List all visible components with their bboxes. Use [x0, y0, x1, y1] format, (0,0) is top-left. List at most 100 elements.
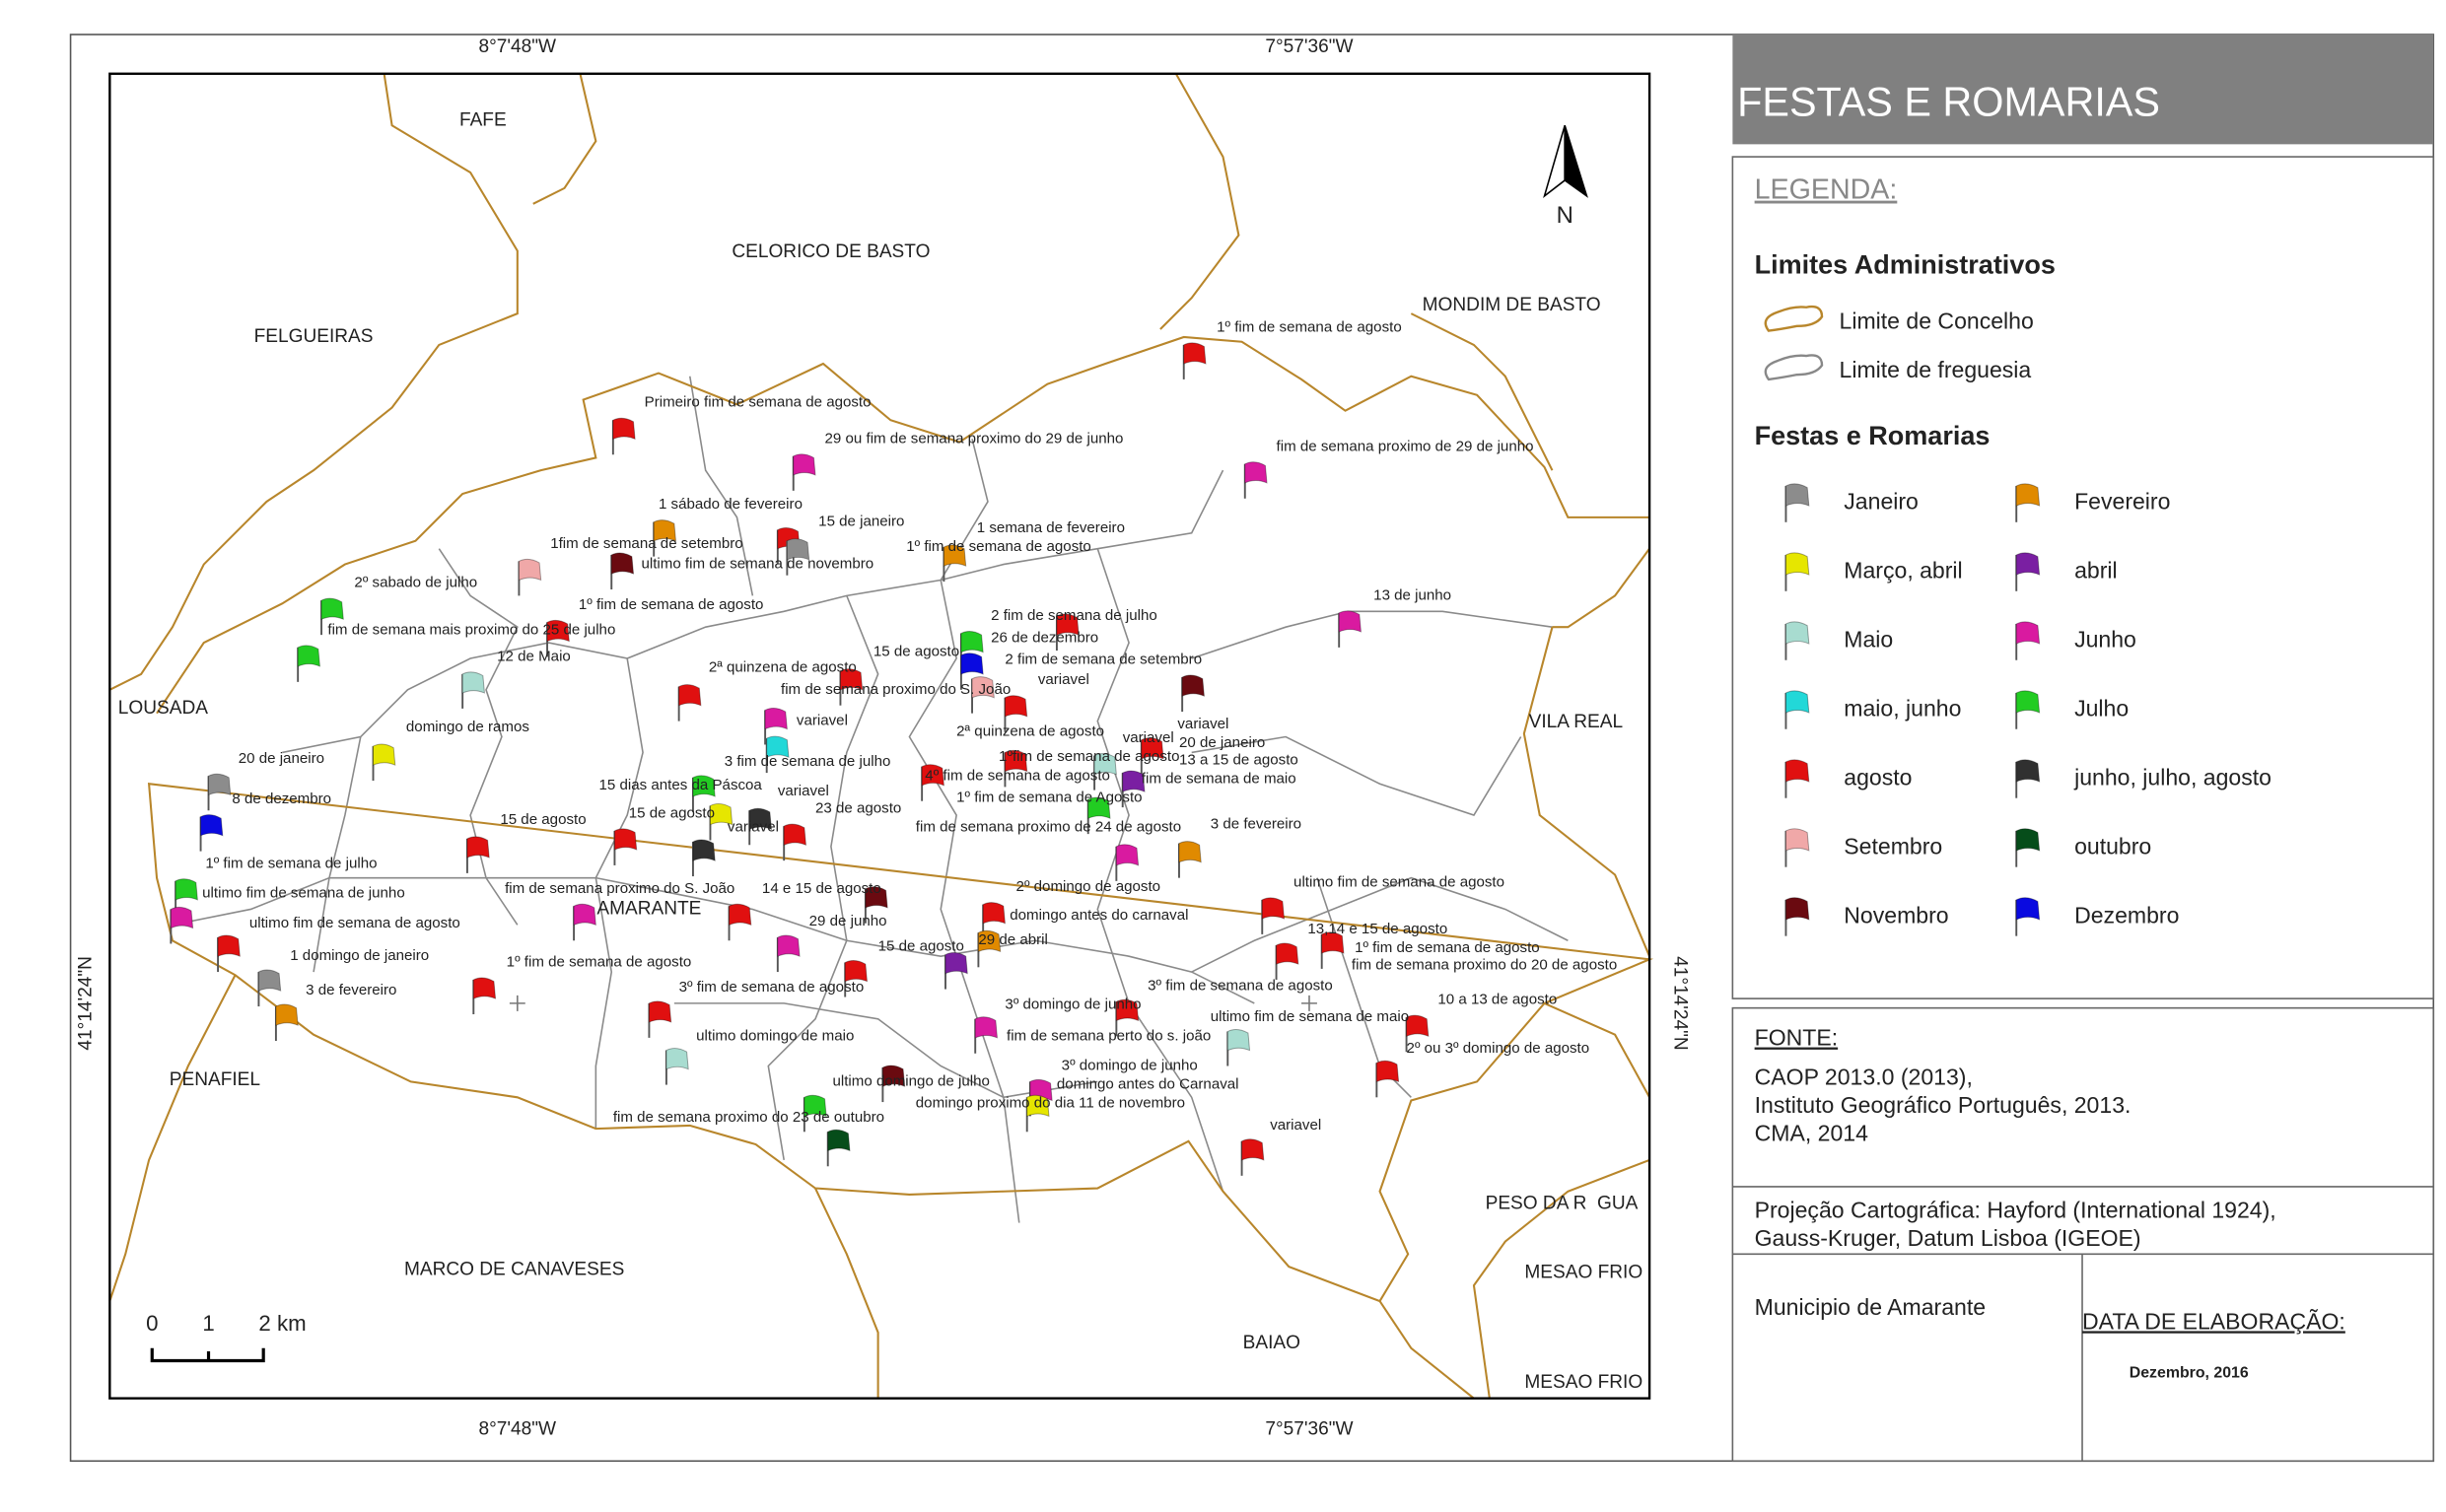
event-label: 15 de agosto [874, 644, 959, 660]
scale-label: 0 [146, 1311, 158, 1336]
source-line: CAOP 2013.0 (2013), [1755, 1064, 1973, 1089]
legend-label: Limite de Concelho [1840, 309, 2034, 334]
event-label: domingo antes do Carnaval [1057, 1076, 1239, 1093]
event-label: 3 de fevereiro [1211, 816, 1301, 833]
flag [881, 1065, 906, 1087]
flag [1122, 770, 1146, 792]
event-label: 13 de junho [1373, 586, 1451, 603]
flag [1784, 690, 1810, 714]
flag [786, 538, 810, 561]
flag [2015, 690, 2041, 714]
source-line: CMA, 2014 [1755, 1121, 1868, 1146]
event-label: 8 de dezembro [232, 790, 331, 807]
title: FESTAS E ROMARIAS [1737, 80, 2160, 125]
flag [971, 676, 995, 699]
event-label: ultimo fim de semana de novembro [641, 556, 874, 573]
flag [729, 903, 752, 927]
flag [1784, 621, 1810, 645]
flag [766, 735, 790, 758]
flag [1004, 749, 1028, 773]
coordinate-label: 8°7'48"W [479, 36, 557, 57]
event-label: 2ª quinzena de agosto [709, 659, 857, 676]
event-label: 1ºfim de semana de agosto [999, 748, 1179, 765]
event-label: 1º fim de semana de agosto [1355, 939, 1540, 956]
flag [546, 619, 570, 643]
event-label: fim de semana proximo de 29 de junho [1277, 438, 1534, 454]
event-label: 1º fim de semana de agosto [1217, 318, 1402, 335]
place-name: FELGUEIRAS [254, 326, 374, 347]
projection-line: Projeção Cartográfica: Hayford (Internat… [1755, 1197, 2276, 1222]
flag [692, 839, 716, 861]
event-label: 3º domingo de junho [1062, 1057, 1198, 1073]
coordinate-label: 8°7'48"W [479, 1419, 557, 1440]
flag [943, 544, 967, 567]
flag [1093, 753, 1117, 776]
event-label: variavel [1177, 716, 1228, 732]
event-label: 2ª quinzena de agosto [956, 723, 1104, 740]
event-label: variavel [797, 713, 848, 729]
title-bar [1732, 34, 2434, 145]
flag [1244, 461, 1268, 484]
flag [1141, 737, 1164, 760]
coordinate-label: 7°57'36"W [1265, 1419, 1353, 1440]
coordinate-label: 7°57'36"W [1265, 36, 1353, 57]
legend-label: Limite de freguesia [1840, 357, 2032, 382]
flag [612, 417, 636, 441]
flag [472, 977, 497, 999]
event-label: 12 de Maio [497, 648, 571, 664]
event-label: 3º domingo de junho [1005, 996, 1141, 1012]
legend-label: Dezembro [2074, 903, 2179, 928]
flag [960, 653, 984, 675]
event-label: fim de semana proximo do 20 de agosto [1352, 957, 1617, 974]
flag [373, 743, 396, 766]
event-label: ultimo fim de semana de agosto [249, 915, 460, 931]
flag [921, 764, 944, 787]
freguesia-limits [172, 376, 1569, 1223]
flag [1276, 942, 1299, 965]
event-label: 1º fim de semana de agosto [579, 596, 764, 613]
source-heading: FONTE: [1755, 1025, 1839, 1051]
flag [865, 886, 888, 909]
event-label: 23 de agosto [815, 800, 901, 817]
flag [461, 671, 485, 694]
flag [275, 1003, 299, 1026]
flag [777, 934, 801, 957]
event-label: fim de semana proximo do S. João [505, 880, 734, 897]
flag [613, 828, 638, 851]
legend-label: Janeiro [1844, 489, 1919, 515]
event-label: 15 dias antes da Páscoa [599, 777, 763, 793]
event-label: 15 de agosto [500, 811, 586, 828]
flag [2015, 759, 2041, 783]
legend-label: Setembro [1844, 834, 1942, 859]
flag [665, 1048, 689, 1070]
concelho-limits [108, 73, 1654, 1400]
flag [170, 906, 194, 929]
event-label: 20 de janeiro [239, 750, 324, 767]
event-label: domingo antes do carnaval [1010, 907, 1188, 924]
flag [2015, 483, 2041, 507]
event-label: 1º fim de semana de agosto [507, 954, 692, 971]
event-label: 2º ou 3º domingo de agosto [1407, 1040, 1590, 1057]
event-label: 15 de agosto [878, 938, 964, 955]
graticule-cross [509, 995, 1317, 1011]
place-name: BAIAO [1243, 1333, 1300, 1353]
place-name: AMARANTE [596, 899, 701, 920]
event-label: domingo proximo do dia 11 de novembro [916, 1095, 1185, 1112]
legend-section: Festas e Romarias [1755, 421, 1991, 450]
flag [200, 814, 224, 837]
legend-line-icon [1764, 354, 1824, 381]
scale-bar [150, 1347, 265, 1363]
place-name: PENAFIEL [170, 1069, 260, 1090]
flag [1056, 613, 1080, 636]
event-label: 3 de fevereiro [306, 982, 396, 998]
event-label: variavel [1038, 671, 1089, 688]
event-label: 3º fim de semana de agosto [679, 979, 865, 996]
flag [1321, 931, 1345, 954]
event-label: domingo de ramos [406, 719, 529, 735]
flag [466, 836, 490, 859]
legend-label: Fevereiro [2074, 489, 2170, 515]
flag [944, 952, 968, 975]
flag [974, 1016, 999, 1039]
flag [793, 453, 816, 476]
